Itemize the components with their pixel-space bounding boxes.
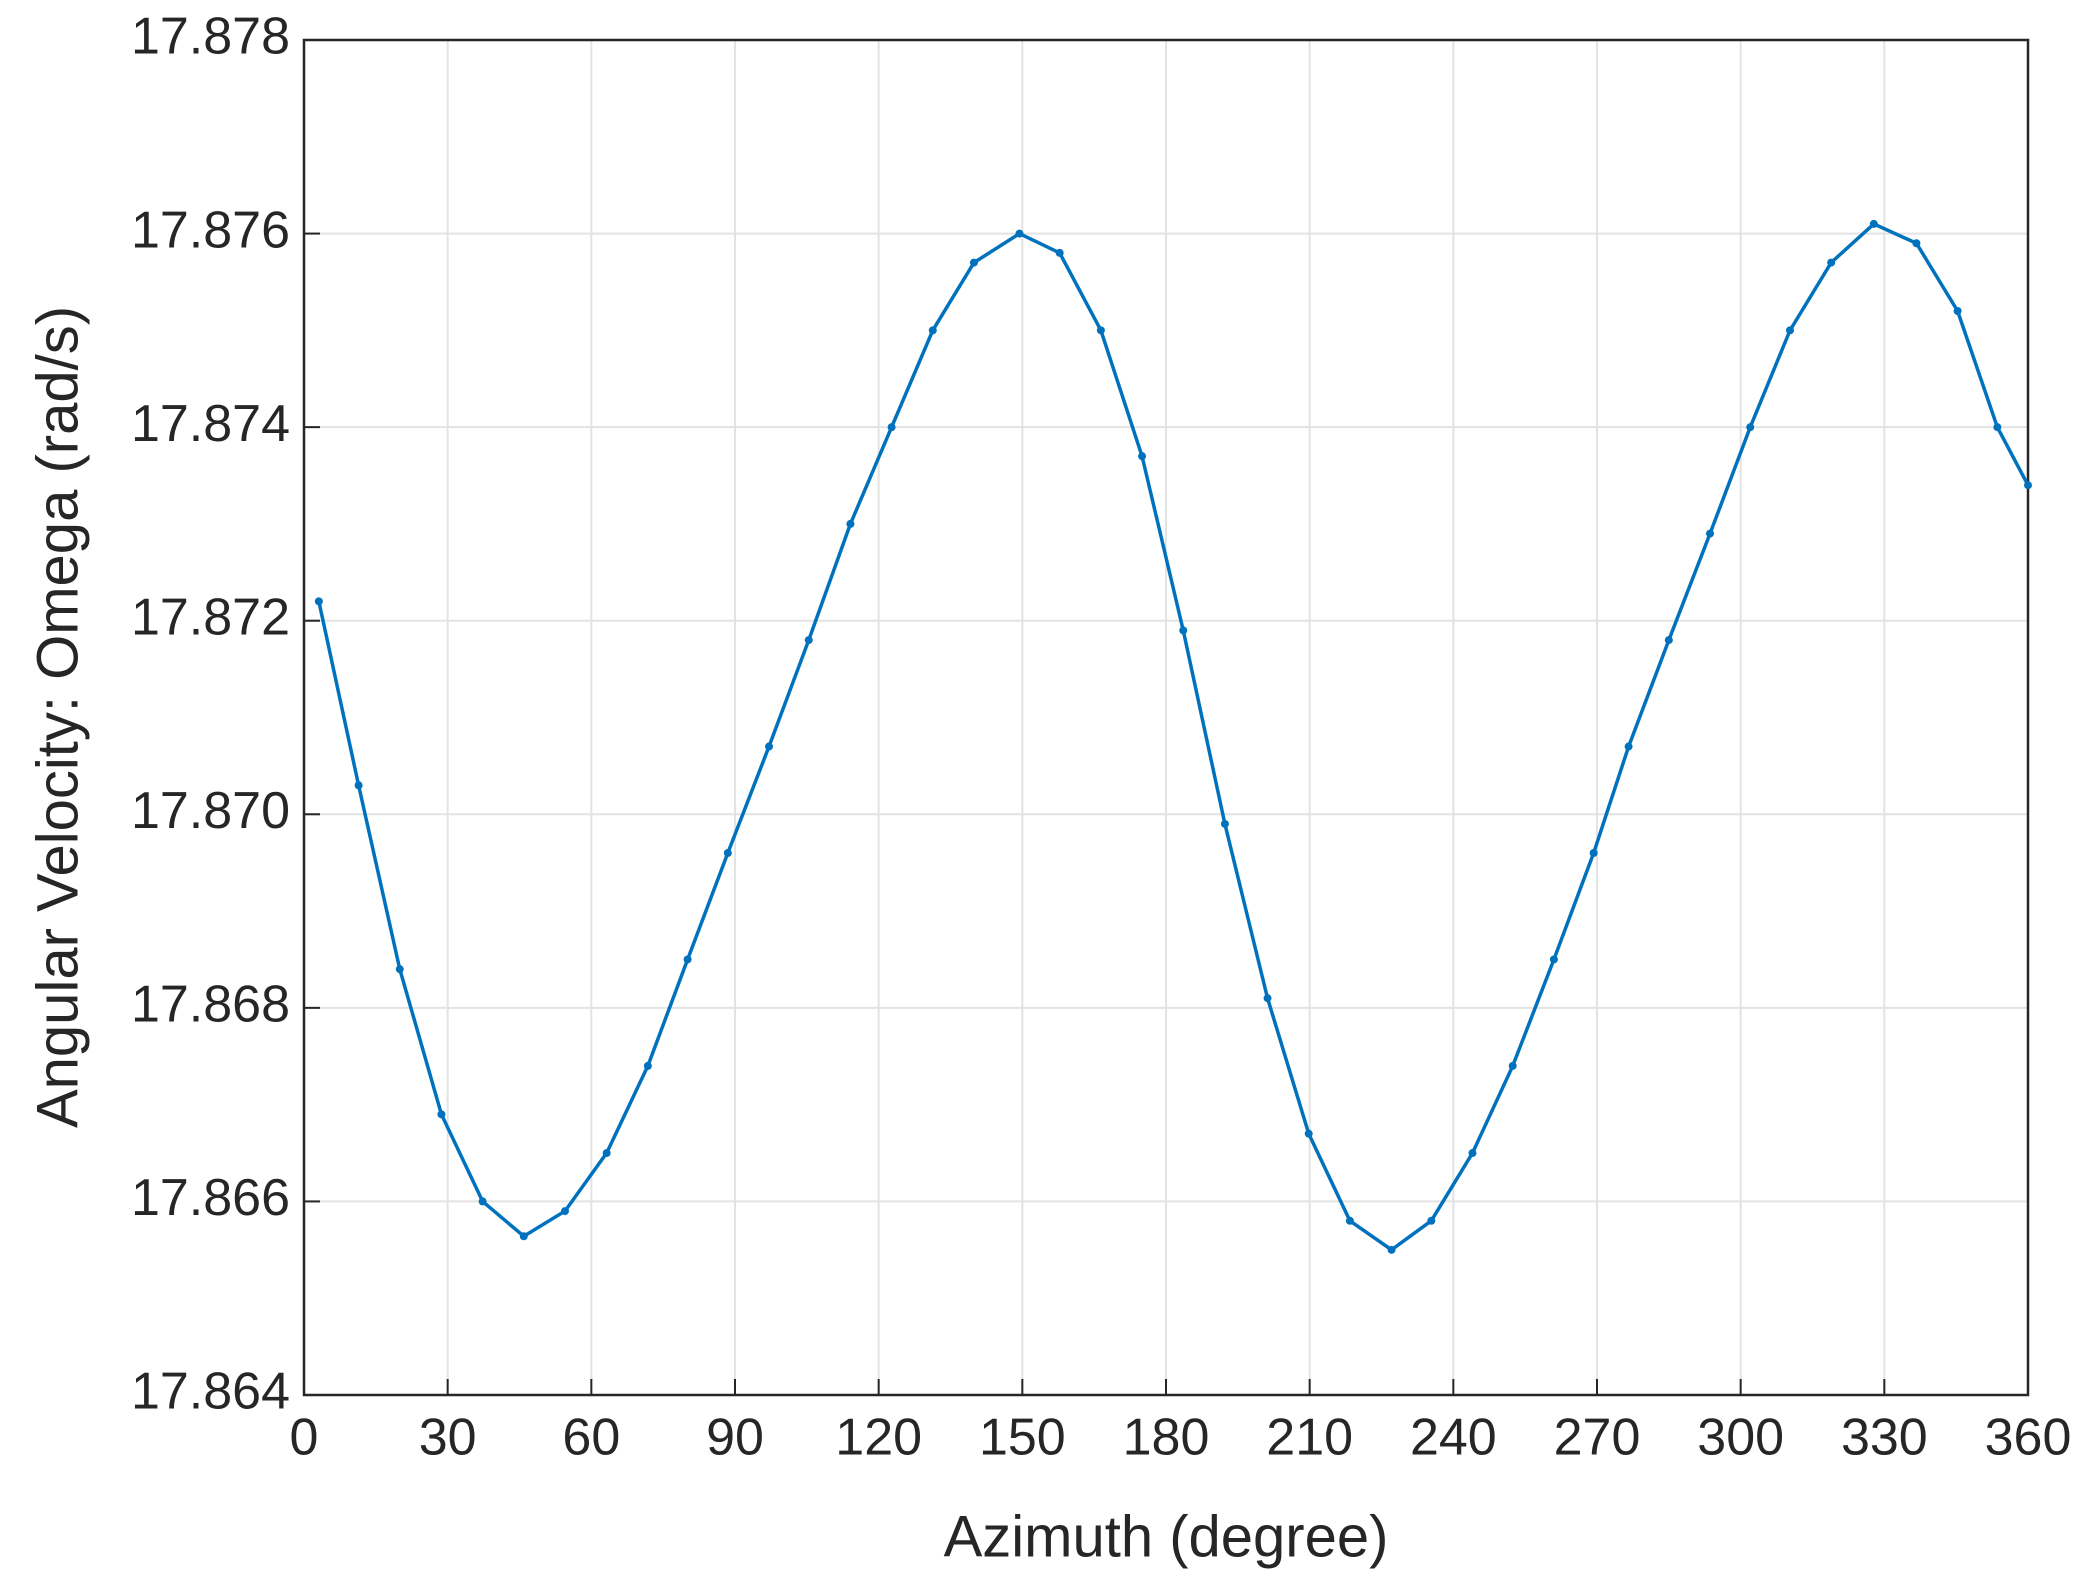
data-point xyxy=(602,1149,611,1158)
axes-box xyxy=(302,38,2030,1397)
data-point xyxy=(1387,1245,1396,1254)
data-point xyxy=(1345,1216,1354,1225)
y-tick-label: 17.868 xyxy=(131,976,290,1034)
x-tick-label: 60 xyxy=(562,1409,620,1467)
data-point xyxy=(314,597,323,606)
data-point xyxy=(804,636,813,645)
data-point xyxy=(478,1197,487,1206)
x-tick-label: 90 xyxy=(706,1409,764,1467)
data-point xyxy=(1827,258,1836,267)
x-tick-label: 0 xyxy=(290,1409,319,1467)
y-tick-label: 17.878 xyxy=(131,8,290,66)
y-tick-label: 17.876 xyxy=(131,201,290,259)
data-point xyxy=(1746,423,1755,432)
data-point xyxy=(1706,529,1715,538)
data-point xyxy=(1015,229,1024,238)
x-tick-label: 150 xyxy=(979,1409,1066,1467)
y-tick-label: 17.872 xyxy=(131,588,290,646)
data-point xyxy=(437,1110,446,1119)
x-tick-label: 360 xyxy=(1985,1409,2072,1467)
data-point xyxy=(1785,326,1794,335)
data-point xyxy=(1427,1216,1436,1225)
data-point xyxy=(1589,849,1598,857)
data-point xyxy=(846,519,855,528)
y-tick-label: 17.870 xyxy=(131,782,290,840)
x-axis-label: Azimuth (degree) xyxy=(944,1504,1389,1569)
x-tick-label: 180 xyxy=(1123,1409,1210,1467)
data-point xyxy=(1220,819,1229,828)
data-point xyxy=(1055,248,1064,257)
data-point xyxy=(2024,481,2032,490)
x-tick-label: 240 xyxy=(1410,1409,1497,1467)
data-point xyxy=(1508,1061,1517,1070)
data-point xyxy=(395,965,404,974)
y-tick-label: 17.866 xyxy=(131,1169,290,1227)
data-point xyxy=(723,849,732,857)
data-point xyxy=(928,326,937,335)
data-point xyxy=(1624,742,1633,751)
data-point xyxy=(969,258,978,267)
data-point xyxy=(1664,636,1673,645)
data-point xyxy=(1138,452,1147,461)
data-point xyxy=(887,423,896,432)
data-point xyxy=(1869,219,1878,228)
data-point xyxy=(1179,626,1188,635)
data-point xyxy=(1912,239,1921,248)
data-point xyxy=(1953,307,1962,315)
x-tick-label: 120 xyxy=(835,1409,922,1467)
data-point xyxy=(519,1232,528,1241)
data-point xyxy=(1549,955,1558,964)
data-point xyxy=(1468,1149,1477,1158)
data-point xyxy=(643,1061,652,1070)
y-axis-label: Angular Velocity: Omega (rad/s) xyxy=(25,306,90,1128)
x-tick-label: 210 xyxy=(1266,1409,1353,1467)
data-point xyxy=(560,1207,569,1216)
data-point xyxy=(354,781,363,790)
x-tick-label: 330 xyxy=(1841,1409,1928,1467)
data-point xyxy=(1304,1129,1313,1138)
data-point xyxy=(1263,994,1272,1003)
y-tick-label: 17.874 xyxy=(131,395,290,453)
x-tick-label: 270 xyxy=(1554,1409,1641,1467)
y-tick-label: 17.864 xyxy=(131,1363,290,1421)
data-line xyxy=(317,221,2030,1252)
x-tick-label: 30 xyxy=(419,1409,477,1467)
data-point xyxy=(1096,326,1105,335)
data-point xyxy=(765,742,774,751)
x-tick-label: 300 xyxy=(1697,1409,1784,1467)
data-point xyxy=(683,955,692,964)
data-point xyxy=(1993,423,2002,432)
